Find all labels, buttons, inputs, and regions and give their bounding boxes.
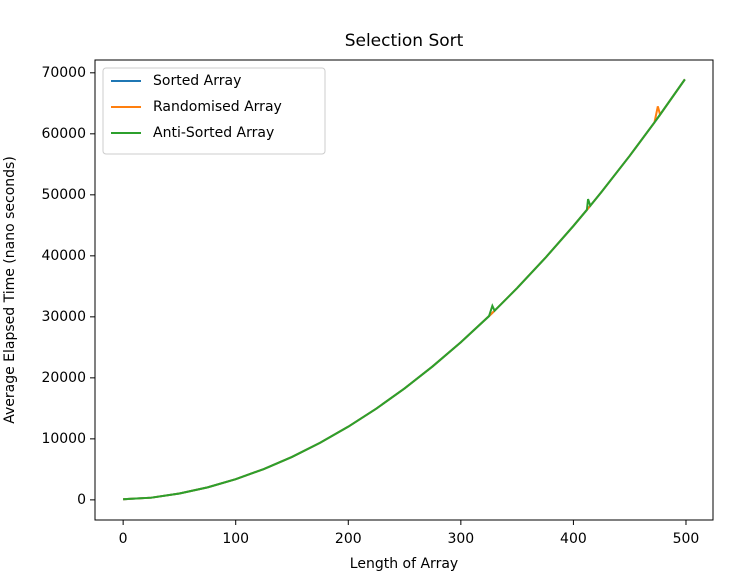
x-tick-label: 200 [335,531,362,547]
x-axis-label: Length of Array [350,556,458,572]
y-axis-label: Average Elapsed Time (nano seconds) [2,156,18,424]
plot-frame [94,59,714,521]
x-tick-label: 100 [222,531,249,547]
y-tick-label: 60000 [41,126,86,142]
legend-label: Randomised Array [153,99,282,115]
legend-label: Anti-Sorted Array [153,125,274,141]
series-line [123,78,686,501]
y-tick-label: 10000 [41,431,86,447]
legend-box [102,67,326,155]
y-tick-label: 0 [77,492,86,508]
x-tick-label: 400 [560,531,587,547]
y-tick-label: 50000 [41,187,86,203]
x-tick-label: 500 [673,531,700,547]
x-tick-label: 300 [447,531,474,547]
x-tick-label: 0 [119,531,128,547]
y-tick-label: 70000 [41,65,86,81]
legend-label: Sorted Array [153,73,241,89]
y-tick-label: 20000 [41,370,86,386]
y-tick-label: 40000 [41,248,86,264]
y-tick-label: 30000 [41,309,86,325]
chart-title: Selection Sort [345,31,464,51]
